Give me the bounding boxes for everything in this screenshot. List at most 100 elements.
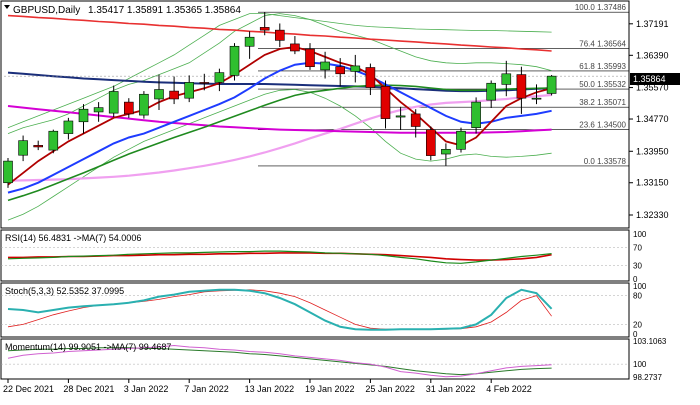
candle-body — [18, 140, 28, 156]
candle-body — [516, 74, 527, 99]
candle — [169, 76, 179, 105]
candle-body — [290, 43, 300, 52]
candle-body — [93, 107, 104, 113]
subpanel-tick-label: 70 — [633, 244, 642, 253]
candle — [33, 140, 44, 151]
candle-body — [108, 91, 119, 114]
candle-body — [501, 73, 512, 85]
subpanel-tick-label: 98.2737 — [633, 373, 662, 382]
rsi-title: RSI(14) 56.4831 ->MA(7) 54.0006 — [5, 233, 141, 243]
candle-body — [33, 145, 44, 148]
candle — [199, 73, 210, 91]
date-tick-label: 19 Jan 2022 — [305, 384, 355, 394]
price-tick-label: 1.34770 — [636, 114, 669, 124]
candles — [3, 12, 557, 188]
candle — [108, 85, 119, 118]
candle-body — [48, 130, 59, 151]
price-tick-label: 1.35570 — [636, 83, 669, 93]
ma-pink-line — [7, 93, 552, 182]
candle — [305, 43, 315, 70]
subpanel-tick-label: 20 — [633, 320, 642, 329]
candle-body — [229, 45, 240, 76]
candle-body — [471, 101, 481, 128]
current-price-value: 1.35864 — [633, 74, 666, 84]
candle-body — [78, 108, 89, 123]
candle-body — [395, 115, 406, 118]
bollinger-upper-outer-line — [7, 13, 552, 129]
date-tick-label: 4 Feb 2022 — [486, 384, 532, 394]
momentum-line — [7, 344, 552, 378]
subpanel-tick-label: 100 — [633, 360, 647, 369]
candle — [471, 97, 481, 134]
candle — [184, 75, 194, 103]
candle-body — [214, 72, 225, 83]
symbol-label: GBPUSD,Daily — [13, 5, 80, 16]
ohlc-values: 1.35417 1.35891 1.35365 1.35864 — [88, 5, 241, 16]
candle — [259, 12, 270, 36]
stoch-k-line — [7, 288, 553, 331]
candle — [274, 23, 285, 48]
bollinger-upper-line — [7, 13, 552, 134]
candle — [229, 43, 240, 81]
candle — [48, 129, 59, 154]
candle — [139, 91, 149, 119]
date-tick-label: 31 Jan 2022 — [426, 384, 476, 394]
candle-body — [441, 149, 451, 155]
fib-label: 38.2 1.35071 — [579, 98, 626, 107]
candle — [501, 60, 512, 97]
candle-body — [274, 29, 285, 41]
candle-body — [305, 48, 315, 68]
dropdown-triangle-icon[interactable] — [4, 5, 10, 9]
candle-body — [425, 129, 436, 156]
fib-label: 50.0 1.35532 — [579, 80, 626, 89]
candle — [486, 80, 497, 109]
candle — [124, 98, 134, 118]
fib-label: 0.0 1.33578 — [584, 157, 627, 166]
candle — [214, 68, 225, 92]
candle — [320, 51, 330, 79]
candle-body — [335, 66, 346, 75]
fib-label: 61.8 1.35993 — [579, 62, 626, 71]
subpanel-tick-label: 0 — [633, 330, 638, 339]
candle — [410, 109, 421, 138]
subpanel-tick-label: 30 — [633, 262, 642, 271]
candle — [456, 127, 466, 153]
candle-body — [139, 93, 149, 116]
candle — [154, 74, 164, 110]
candle — [244, 31, 255, 59]
candle-body — [410, 113, 421, 127]
candle-body — [3, 160, 13, 184]
subpanel-tick-label: 80 — [633, 292, 642, 301]
candle-body — [169, 90, 179, 100]
price-tick-label: 1.33950 — [636, 146, 669, 156]
current-price-tag: 1.35864 — [630, 73, 680, 85]
candle — [380, 80, 391, 129]
ma-green-line — [7, 84, 552, 202]
candle — [3, 157, 13, 188]
price-axis: 1.37191 1.36390 1.35570 1.34770 1.33950 1.331… — [629, 19, 669, 220]
rsi-line — [7, 250, 552, 264]
candle — [365, 63, 376, 96]
candle — [425, 126, 436, 161]
momentum-plot — [1, 344, 629, 378]
date-tick-label: 25 Jan 2022 — [365, 384, 415, 394]
candle-body — [546, 75, 557, 94]
fib-label: 100.0 1.37486 — [575, 3, 627, 12]
candle — [18, 135, 28, 162]
date-axis: 22 Dec 2021 28 Dec 2021 3 Jan 2022 7 Jan 20… — [3, 379, 532, 394]
subpanel-tick-label: 103.1063 — [633, 337, 667, 346]
candle — [93, 102, 104, 122]
candle-body — [531, 97, 542, 100]
stoch-plot — [1, 288, 629, 331]
date-tick-label: 3 Jan 2022 — [124, 384, 169, 394]
candle — [531, 84, 542, 105]
header: GBPUSD,Daily 1.35417 1.35891 1.35365 1.3… — [4, 5, 241, 16]
price-tick-label: 1.32330 — [636, 210, 669, 220]
candle-body — [259, 27, 270, 31]
candle — [441, 143, 451, 166]
date-tick-label: 7 Jan 2022 — [184, 384, 229, 394]
subpanel-tick-label: 100 — [633, 230, 647, 239]
candle-body — [456, 130, 466, 150]
candle-body — [199, 82, 210, 84]
